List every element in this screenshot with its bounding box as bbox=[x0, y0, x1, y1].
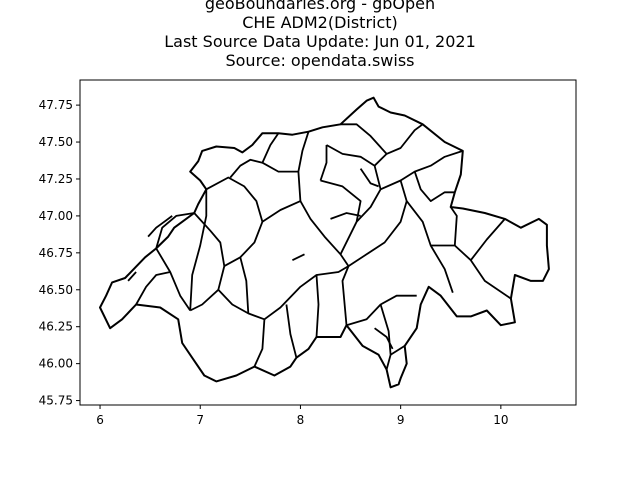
lake-boundary bbox=[127, 271, 137, 282]
y-tick-label: 45.75 bbox=[39, 394, 73, 408]
district-boundary bbox=[319, 145, 328, 181]
y-tick-label: 47.75 bbox=[39, 98, 73, 112]
y-tick-label: 47.50 bbox=[39, 135, 73, 149]
lake-boundary bbox=[147, 215, 173, 238]
district-boundary bbox=[315, 274, 320, 338]
district-boundary bbox=[449, 206, 458, 246]
district-boundary bbox=[340, 123, 388, 155]
district-boundary bbox=[155, 212, 195, 249]
district-boundary bbox=[299, 200, 350, 267]
district-boundary bbox=[135, 271, 171, 305]
district-boundary bbox=[400, 150, 464, 182]
district-boundary bbox=[373, 123, 424, 167]
y-axis: 45.75 46.00 46.25 46.50 46.75 47.00 47.25 47.50… bbox=[39, 98, 80, 408]
map-title: geoBoundaries.org - gbOpen CHE ADM2(Dist… bbox=[0, 0, 640, 70]
title-line-4: Source: opendata.swiss bbox=[225, 51, 415, 70]
y-tick-label: 46.75 bbox=[39, 246, 73, 260]
district-boundary bbox=[217, 289, 265, 321]
district-boundary bbox=[341, 265, 350, 326]
district-boundary bbox=[348, 200, 408, 267]
y-tick-label: 46.25 bbox=[39, 320, 73, 334]
district-boundary bbox=[229, 158, 299, 179]
district-boundary bbox=[285, 304, 298, 358]
district-boundary bbox=[320, 179, 362, 255]
title-line-2: CHE ADM2(District) bbox=[242, 13, 398, 32]
district-boundary bbox=[390, 345, 406, 356]
title-line-3: Last Source Data Update: Jun 01, 2021 bbox=[164, 32, 476, 51]
x-tick-label: 9 bbox=[397, 413, 405, 427]
lake-boundary bbox=[330, 212, 361, 220]
y-tick-label: 46.50 bbox=[39, 283, 73, 297]
x-tick-label: 7 bbox=[196, 413, 204, 427]
x-tick-label: 8 bbox=[297, 413, 305, 427]
district-boundary bbox=[239, 257, 250, 314]
lake-boundary bbox=[359, 168, 379, 188]
district-boundary bbox=[380, 179, 408, 202]
district-boundary bbox=[205, 176, 264, 223]
district-boundaries bbox=[99, 96, 550, 389]
title-line-1: geoBoundaries.org - gbOpen bbox=[204, 0, 436, 13]
district-boundary bbox=[155, 247, 191, 312]
y-tick-label: 47.25 bbox=[39, 172, 73, 186]
district-boundary bbox=[223, 200, 301, 267]
district-boundary bbox=[189, 189, 208, 311]
y-tick-label: 47.00 bbox=[39, 209, 73, 223]
district-boundary bbox=[297, 131, 310, 202]
district-boundary bbox=[261, 132, 280, 164]
y-tick-label: 46.00 bbox=[39, 357, 73, 371]
district-boundary bbox=[405, 200, 454, 293]
x-tick-label: 10 bbox=[493, 413, 508, 427]
district-boundary bbox=[413, 171, 455, 202]
country-outline bbox=[99, 96, 550, 389]
district-boundary bbox=[430, 244, 512, 300]
x-axis: 6 7 8 9 10 bbox=[96, 405, 508, 427]
x-tick-label: 6 bbox=[96, 413, 104, 427]
lake-boundary bbox=[292, 253, 305, 262]
axes-frame bbox=[79, 79, 577, 406]
lake-boundary bbox=[374, 327, 394, 350]
district-boundary bbox=[263, 265, 349, 321]
district-boundary bbox=[470, 218, 506, 261]
district-boundary bbox=[253, 319, 266, 367]
